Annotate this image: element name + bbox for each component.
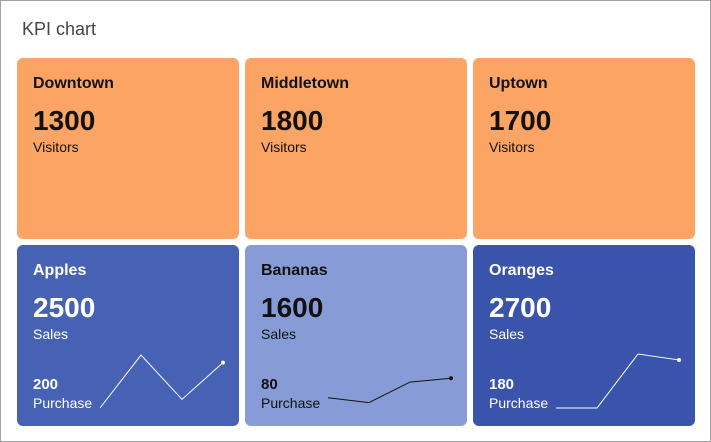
kpi-card-oranges[interactable]: Oranges 2700 Sales 180 Purchase [473,245,695,426]
kpi-card-downtown[interactable]: Downtown 1300 Visitors [17,58,239,239]
sparkline [327,376,453,404]
kpi-card-uptown[interactable]: Uptown 1700 Visitors [473,58,695,239]
sparkline-line [327,377,452,404]
card-value: 1600 [261,292,324,323]
card-unit: Visitors [489,139,535,155]
sparkline-line [556,353,680,409]
sparkline [99,354,225,409]
card-unit: Visitors [33,139,79,155]
card-unit: Sales [261,326,297,342]
card-name: Downtown [33,75,114,92]
card-sub-value: 180 [489,376,515,393]
card-name: Oranges [489,262,554,279]
card-name: Apples [33,262,87,279]
card-value: 1700 [489,105,552,136]
card-sub-value: 80 [261,376,278,393]
sparkline-end-point [677,357,681,362]
sparkline-line [99,354,224,409]
card-sub-value: 200 [33,376,59,393]
card-value: 1800 [261,105,324,136]
card-name: Bananas [261,262,328,279]
chart-title: KPI chart [22,19,97,39]
card-value: 2700 [489,292,552,323]
card-name: Uptown [489,75,548,92]
card-unit: Sales [33,326,69,342]
sparkline-end-point [449,376,453,381]
card-value: 1300 [33,105,96,136]
sparkline-end-point [221,360,225,365]
card-sub-unit: Purchase [489,395,549,411]
card-unit: Sales [489,326,525,342]
card-name: Middletown [261,75,349,92]
card-unit: Visitors [261,139,307,155]
card-value: 2500 [33,292,96,323]
kpi-card-bananas[interactable]: Bananas 1600 Sales 80 Purchase [245,245,467,426]
card-sub-unit: Purchase [33,395,93,411]
kpi-card-middletown[interactable]: Middletown 1800 Visitors [245,58,467,239]
kpi-card-apples[interactable]: Apples 2500 Sales 200 Purchase [17,245,239,426]
card-sub-unit: Purchase [261,395,321,411]
sparkline [556,353,681,409]
